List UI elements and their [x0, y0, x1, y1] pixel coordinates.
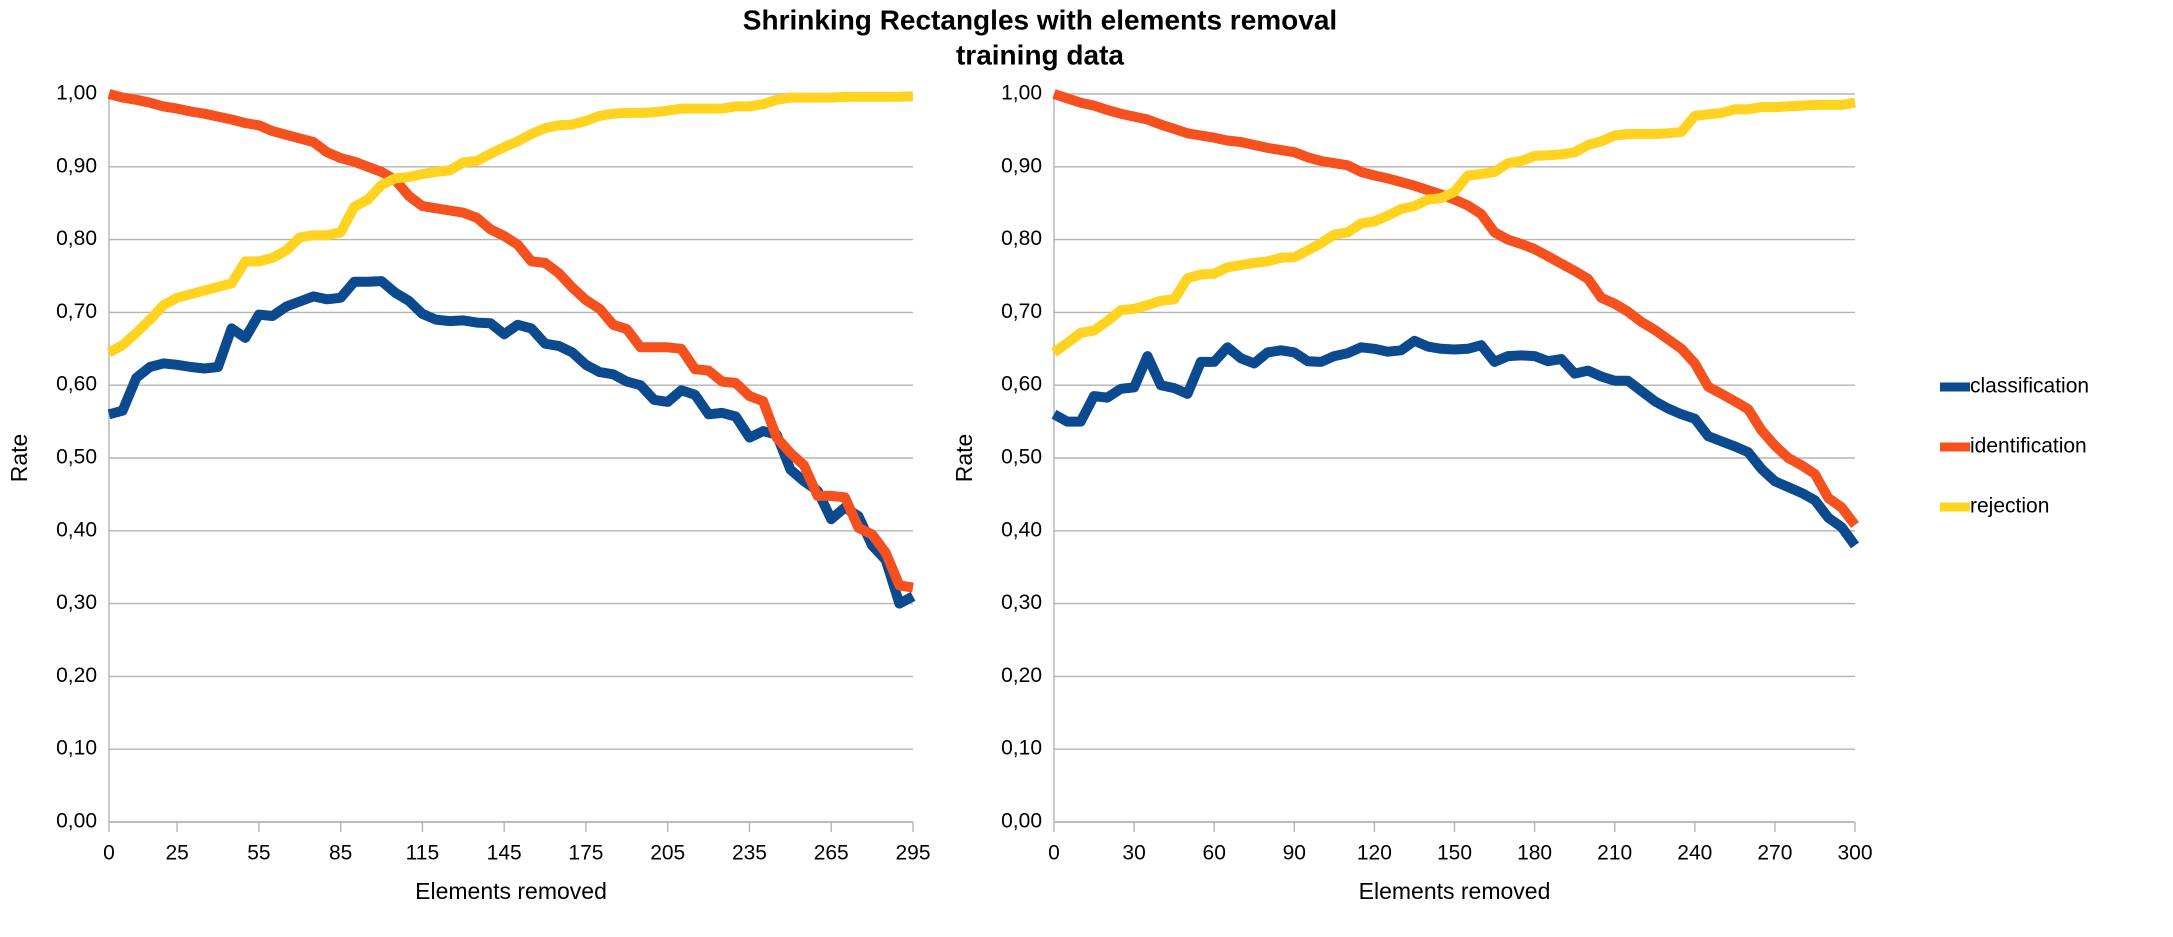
x-tick-label: 295 [895, 842, 930, 865]
y-tick-label: 1,00 [56, 82, 97, 105]
x-tick-label: 120 [1357, 842, 1392, 865]
y-tick-label: 0,60 [56, 373, 97, 396]
y-tick-label: 0,10 [1001, 737, 1042, 760]
x-tick-label: 55 [247, 842, 270, 865]
y-tick-label: 0,10 [56, 737, 97, 760]
y-tick-label: 0,80 [1001, 227, 1042, 250]
x-tick-label: 205 [650, 842, 685, 865]
y-tick-label: 0,50 [1001, 446, 1042, 469]
legend-label: identification [1970, 435, 2087, 458]
series-line [107, 276, 916, 609]
x-tick-label: 265 [814, 842, 849, 865]
y-tick-label: 0,20 [1001, 664, 1042, 687]
y-tick-label: 0,00 [56, 810, 97, 833]
chart-subtitle: training data [956, 39, 1124, 70]
y-tick-label: 0,40 [56, 518, 97, 541]
x-tick-label: 115 [406, 842, 439, 865]
y-tick-label: 0,20 [56, 664, 97, 687]
chart-title: Shrinking Rectangles with elements remov… [743, 4, 1337, 35]
series-line [1051, 97, 1856, 357]
y-tick-label: 0,60 [1001, 373, 1042, 396]
x-tick-label: 0 [103, 842, 115, 865]
y-tick-label: 0,90 [56, 154, 97, 177]
y-tick-label: 0,30 [56, 591, 97, 614]
series-line [1051, 335, 1860, 549]
series-line [1052, 89, 1859, 529]
x-tick-label: 270 [1757, 842, 1792, 865]
x-tick-label: 60 [1203, 842, 1226, 865]
x-axis-title: Elements removed [415, 878, 607, 904]
x-tick-label: 235 [732, 842, 767, 865]
x-tick-label: 0 [1048, 842, 1060, 865]
x-tick-label: 210 [1597, 842, 1632, 865]
y-tick-label: 0,30 [1001, 591, 1042, 614]
x-tick-label: 90 [1283, 842, 1306, 865]
x-tick-label: 180 [1517, 842, 1552, 865]
y-axis-title: Rate [951, 434, 977, 483]
y-tick-label: 0,90 [1001, 154, 1042, 177]
x-tick-label: 145 [487, 842, 522, 865]
y-tick-label: 0,70 [1001, 300, 1042, 323]
y-tick-label: 0,80 [56, 227, 97, 250]
x-tick-label: 175 [568, 842, 603, 865]
x-axis-title: Elements removed [1359, 878, 1551, 904]
y-tick-label: 1,00 [1001, 82, 1042, 105]
legend-label: rejection [1970, 495, 2049, 518]
y-tick-label: 0,00 [1001, 810, 1042, 833]
x-tick-label: 25 [165, 842, 188, 865]
y-tick-label: 0,70 [56, 300, 97, 323]
y-tick-label: 0,40 [1001, 518, 1042, 541]
series-line [107, 89, 914, 593]
y-tick-label: 0,50 [56, 446, 97, 469]
x-tick-label: 150 [1437, 842, 1472, 865]
x-tick-label: 240 [1677, 842, 1712, 865]
series-line [106, 91, 914, 357]
legend-label: classification [1970, 375, 2089, 398]
x-tick-label: 300 [1837, 842, 1872, 865]
x-tick-label: 85 [329, 842, 352, 865]
y-axis-title: Rate [6, 434, 32, 483]
x-tick-label: 30 [1122, 842, 1145, 865]
